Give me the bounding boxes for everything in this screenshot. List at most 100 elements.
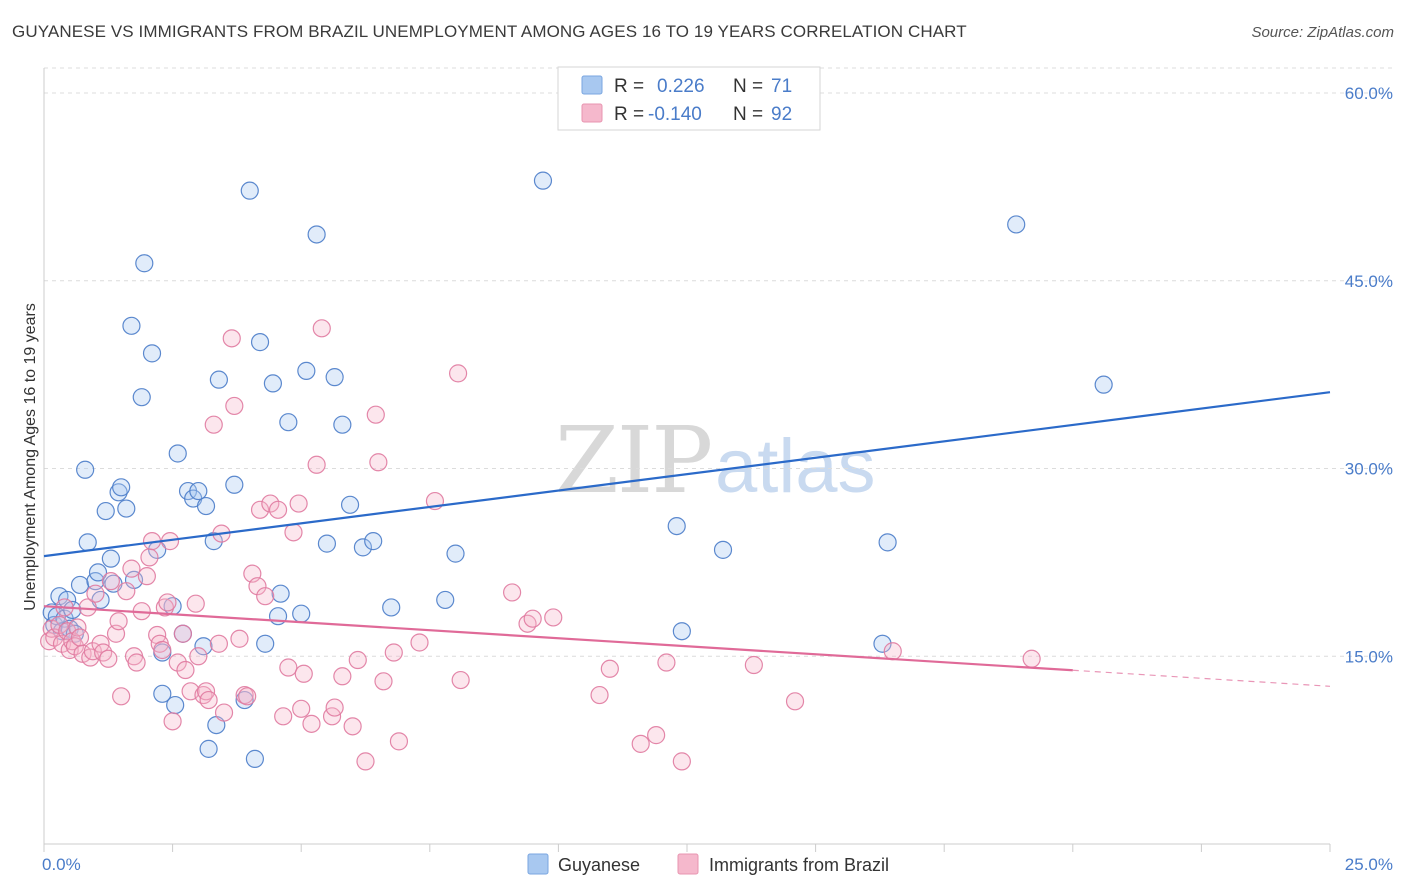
data-point — [109, 483, 128, 502]
data-point — [263, 374, 283, 393]
data-point — [142, 344, 162, 363]
data-point — [307, 225, 326, 244]
legend-swatch-guyanese — [527, 853, 549, 875]
data-point — [523, 609, 542, 628]
stats-swatch-guyanese — [581, 75, 603, 95]
data-point — [307, 455, 326, 474]
data-point — [1022, 649, 1041, 668]
x-tick-label: 25.0% — [1345, 855, 1393, 874]
data-point — [250, 333, 270, 352]
tick-labels: 15.0% 30.0% 45.0% 60.0% 0.0% 25.0% — [42, 84, 1393, 874]
data-point — [1094, 375, 1113, 394]
data-point — [96, 501, 115, 521]
data-point — [70, 575, 90, 595]
data-point — [189, 481, 208, 501]
data-point — [873, 634, 892, 653]
data-point — [240, 181, 259, 200]
stats-r-label-1: R = — [614, 76, 644, 97]
data-point — [279, 413, 298, 432]
data-point — [168, 444, 187, 463]
data-point — [99, 649, 118, 668]
data-point — [86, 584, 105, 603]
data-point — [647, 726, 666, 745]
data-point — [364, 532, 383, 551]
data-point — [284, 523, 303, 542]
data-point — [292, 604, 311, 623]
data-point — [256, 634, 275, 653]
data-point — [109, 612, 128, 631]
data-point — [369, 453, 388, 472]
trend-line-brazil — [43, 605, 1073, 672]
data-point — [382, 598, 401, 617]
data-point — [744, 655, 763, 675]
data-point — [173, 624, 192, 643]
data-point — [117, 582, 136, 601]
data-point — [168, 653, 187, 672]
data-point — [209, 370, 228, 389]
data-point — [117, 499, 136, 518]
stats-r-value-2: -0.140 — [648, 104, 702, 125]
data-point — [101, 572, 120, 591]
data-point — [302, 714, 321, 733]
data-point — [672, 752, 691, 771]
data-point — [186, 594, 205, 613]
data-point — [353, 538, 373, 557]
data-point — [446, 544, 465, 563]
data-point — [112, 478, 131, 497]
data-point — [451, 670, 470, 690]
y-tick-label: 60.0% — [1345, 84, 1393, 103]
data-point — [325, 368, 344, 387]
data-point — [127, 653, 146, 672]
chart-title: GUYANESE VS IMMIGRANTS FROM BRAZIL UNEMP… — [12, 22, 967, 41]
data-point — [135, 254, 154, 273]
data-point — [225, 396, 244, 416]
data-point — [672, 622, 691, 641]
data-point — [199, 690, 218, 710]
data-point — [78, 533, 97, 552]
data-point — [132, 388, 151, 407]
data-point — [209, 634, 228, 653]
data-point — [70, 628, 90, 647]
data-point — [448, 364, 468, 383]
data-points — [40, 171, 1113, 771]
data-point — [76, 460, 95, 479]
data-point — [312, 319, 331, 338]
data-point — [600, 659, 619, 678]
data-point — [65, 637, 84, 656]
legend-label-brazil: Immigrants from Brazil — [709, 855, 889, 875]
trend-line-extension-brazil — [1072, 669, 1331, 687]
data-point — [204, 415, 223, 434]
data-point — [503, 583, 522, 602]
trend-line-guyanese — [43, 391, 1331, 558]
data-point — [122, 316, 141, 335]
data-point — [214, 703, 234, 722]
data-point — [366, 405, 385, 424]
data-point — [250, 500, 270, 519]
data-point — [384, 643, 403, 662]
data-point — [878, 533, 897, 552]
data-point — [389, 732, 409, 751]
stats-n-label-2: N = — [733, 104, 763, 125]
stats-n-value-2: 92 — [771, 104, 792, 125]
data-point — [112, 687, 131, 706]
data-point — [410, 633, 429, 652]
series-brazil — [40, 319, 1041, 771]
data-point — [590, 685, 609, 705]
legend-label-guyanese: Guyanese — [558, 855, 640, 875]
data-point — [533, 171, 553, 190]
legend: Guyanese Immigrants from Brazil — [527, 853, 889, 875]
data-point — [137, 567, 156, 586]
data-point — [348, 650, 367, 670]
stats-n-value-1: 71 — [771, 76, 792, 97]
data-point — [88, 563, 108, 582]
data-point — [340, 495, 360, 514]
data-point — [343, 717, 362, 736]
stats-box: R = 0.226 N = 71 R = -0.140 N = 92 — [557, 66, 821, 131]
data-point — [196, 496, 216, 516]
data-point — [158, 593, 177, 612]
data-point — [317, 534, 337, 553]
data-point — [544, 608, 563, 627]
data-point — [230, 629, 249, 648]
data-point — [631, 734, 650, 753]
